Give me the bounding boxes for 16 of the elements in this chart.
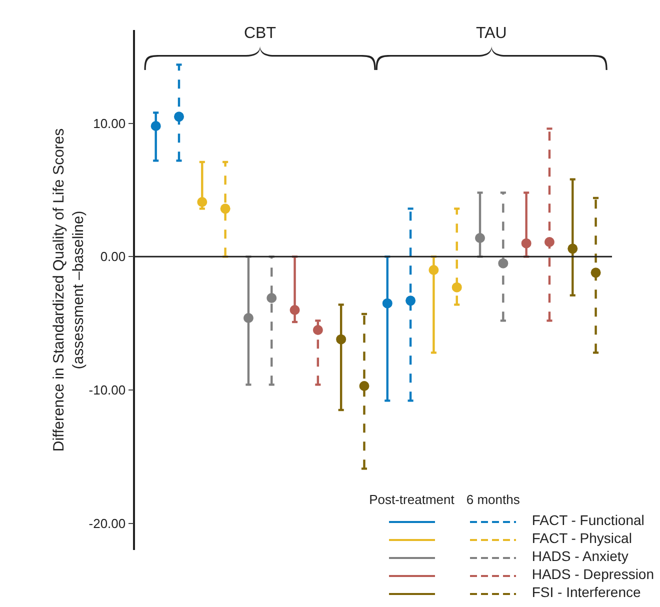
legend-label: HADS - Anxiety: [530, 547, 630, 565]
point: [220, 204, 230, 214]
legend-label: FSI - Interference: [530, 583, 642, 601]
y-axis-title: Difference in Standardized Quality of Life Scores (assessment –baseline): [50, 128, 87, 452]
annotation: Post-treatment: [368, 492, 456, 509]
legend-label: FACT - Functional: [530, 511, 646, 529]
annotation: CBT: [244, 25, 276, 42]
point: [266, 293, 277, 303]
y-tick-label: 0.00: [100, 249, 126, 264]
legend-label: FACT - Physical: [530, 529, 633, 547]
annotation: TAU: [476, 25, 507, 42]
annotation: 6 months: [465, 492, 521, 509]
y-tick-label: -20.00: [88, 516, 126, 531]
legend-label: HADS - Depression: [530, 565, 655, 583]
y-tick-label: 10.00: [93, 116, 126, 131]
y-tick-label: -10.00: [88, 382, 126, 398]
